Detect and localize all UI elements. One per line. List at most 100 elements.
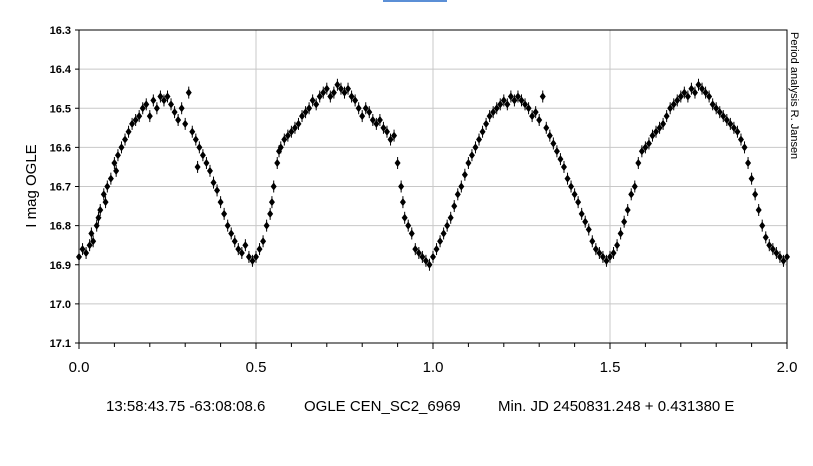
data-point [585,223,592,236]
data-point [511,94,518,107]
data-point [171,106,178,119]
data-point [769,243,776,256]
data-point [249,254,256,267]
data-point [660,117,667,130]
data-point [596,247,603,260]
data-point [546,129,553,142]
data-point [238,247,245,260]
data-point [189,125,196,138]
data-point [624,203,631,216]
data-point [196,141,203,154]
data-point [614,239,621,252]
data-point [645,137,652,150]
data-point [309,94,316,107]
data-point [730,121,737,134]
data-point [500,94,507,107]
data-point [688,82,695,95]
data-point [444,219,451,232]
data-point [741,141,748,154]
y-tick-label: 16.9 [50,260,71,272]
data-point [228,227,235,240]
data-point [504,98,511,111]
data-point [355,102,362,115]
data-point [192,133,199,146]
data-point [638,145,645,158]
data-point [773,247,780,260]
x-axis-tick-labels: 0.0 0.5 1.0 1.5 2.0 [69,359,798,376]
data-point [631,180,638,193]
y-axis-title: I mag OGLE [23,144,40,227]
x-tick-label: 1.0 [423,359,444,376]
data-point [235,243,242,256]
data-point [401,211,408,224]
data-point [320,86,327,99]
data-point [497,98,504,111]
data-point [759,219,766,232]
data-point [734,125,741,138]
data-point [345,82,352,95]
data-point [433,243,440,256]
data-point [366,106,373,119]
data-point [755,203,762,216]
data-point [483,117,490,130]
data-point [709,98,716,111]
light-curve-chart: 16.3 16.4 16.5 16.6 16.7 16.8 16.9 17.0 17.1 0.0… [23,25,800,376]
data-point [194,160,201,173]
data-point [277,141,284,154]
data-point [203,157,210,170]
data-point [539,90,546,103]
data-point [578,207,585,220]
data-point [677,90,684,103]
data-point [737,133,744,146]
data-point [157,90,164,103]
data-point [281,133,288,146]
data-point [146,110,153,123]
data-point [422,254,429,267]
data-point [458,180,465,193]
data-point [702,86,709,99]
data-point [599,250,606,263]
data-point [107,172,114,185]
data-point [175,113,182,126]
data-point [617,227,624,240]
y-tick-label: 16.3 [50,25,71,37]
data-point [79,243,86,256]
data-point [684,90,691,103]
data-point [695,78,702,91]
data-point [493,102,500,115]
data-point [348,90,355,103]
data-point [288,125,295,138]
data-point [125,125,132,138]
data-point [490,106,497,119]
y-tick-label: 16.5 [50,103,71,115]
data-point [86,239,93,252]
data-point [291,121,298,134]
data-point [306,102,313,115]
data-point [564,172,571,185]
data-point [656,121,663,134]
data-point [242,239,249,252]
data-point [476,133,483,146]
data-point [399,196,406,209]
data-point [118,141,125,154]
data-point [268,196,275,209]
data-point [373,117,380,130]
axis-ticks [75,29,788,349]
data-point [430,250,436,263]
side-note-credit: Period analysis R. Jansen [788,32,800,159]
data-point [330,86,337,99]
data-point [412,243,419,256]
data-point [199,149,206,162]
data-point [270,180,277,193]
y-tick-label: 16.4 [50,64,72,76]
data-point [762,231,769,244]
y-tick-label: 17.1 [50,338,71,350]
data-point [691,86,698,99]
data-point [299,110,306,123]
data-point [437,235,444,248]
data-point [716,106,723,119]
data-point [557,153,564,166]
data-point [136,110,143,123]
y-tick-label: 17.0 [50,299,71,311]
y-tick-label: 16.6 [50,142,71,154]
